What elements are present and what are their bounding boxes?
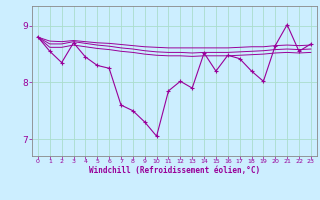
X-axis label: Windchill (Refroidissement éolien,°C): Windchill (Refroidissement éolien,°C) <box>89 166 260 175</box>
